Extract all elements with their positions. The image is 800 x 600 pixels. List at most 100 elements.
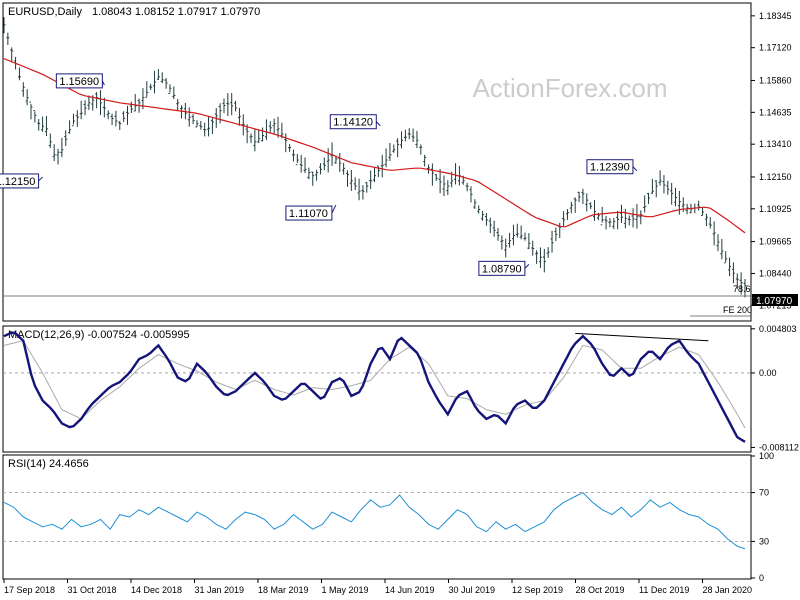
price-bar [550,230,554,253]
price-bar [126,105,129,125]
price-bar [129,101,133,113]
macd-divergence-line [575,332,709,342]
price-bar [307,167,311,180]
macd-tick-label: 0.004803 [759,324,797,334]
price-annotation: 1.12390 [586,159,638,175]
price-tick-label: 1.14635 [759,107,792,117]
price-bar [623,208,627,229]
price-bar [608,218,612,228]
price-bar [724,251,728,264]
price-bar [735,273,739,290]
price-bar [380,154,384,178]
ma-line [3,58,746,234]
x-tick-label: 17 Sep 2018 [4,585,55,595]
price-bar [21,82,25,97]
price-bar [411,128,415,143]
price-bar [419,144,423,155]
price-bar [573,197,577,213]
price-bar [527,233,531,250]
x-tick-label: 18 Mar 2019 [258,585,309,595]
macd-title: MACD(12,26,9) -0.007524 -0.005995 [8,329,190,341]
price-bar [538,247,542,268]
price-annotation: 1.11070 [285,204,337,221]
price-bar [546,247,550,258]
price-bar [288,144,292,152]
price-bar [430,163,434,186]
x-tick-label: 28 Oct 2019 [576,585,625,595]
price-bar [473,199,477,209]
price-bar [10,47,14,63]
price-bar [627,215,631,226]
price-bar [160,72,164,84]
price-bar [37,119,41,131]
macd-y-ticks: 0.004803 0.00 -0.008112 [751,324,799,452]
price-bar [145,81,149,98]
price-bar [172,86,176,100]
price-bar [670,182,674,205]
price-bar [257,129,261,144]
price-bar [234,100,238,112]
price-bar [230,93,234,116]
price-bar [345,170,349,187]
price-bar [153,70,157,94]
price-bar [164,78,168,89]
price-bar [508,232,512,248]
price-bar [122,111,126,122]
price-tick-label: 1.08440 [759,268,792,278]
rsi-line [3,491,746,550]
price-bar [149,83,153,91]
price-bar [365,182,369,193]
price-bar [708,217,712,229]
price-bar [438,168,442,194]
price-bar [407,128,411,140]
price-bar [361,185,365,200]
rsi-pane [2,454,752,580]
price-bar [739,272,743,295]
price-bar [114,110,118,127]
price-bar [701,207,705,217]
price-bar [326,148,330,173]
rsi-y-ticks: 100 70 30 0 [751,451,774,583]
price-bar [241,114,245,136]
price-bar [133,94,137,112]
price-bar [666,180,670,195]
price-bar [585,193,589,212]
price-bar [71,113,75,127]
rsi-title: RSI(14) 24.4656 [8,458,89,470]
fe-200-label: FE 200 [723,305,752,315]
price-annotation-label: 1.08790 [482,263,522,275]
price-bar [199,120,203,130]
price-bar [531,240,535,256]
price-bar [60,137,64,158]
price-bar [44,115,48,137]
rsi-tick-label: 0 [759,573,764,583]
price-bar [276,116,280,138]
price-bar [442,175,446,197]
price-bar [342,162,346,175]
price-bar [303,157,307,174]
price-bar [704,213,708,227]
price-bar [222,98,226,114]
price-bar [56,148,60,165]
price-bar [728,257,732,277]
price-bar [75,110,79,127]
price-bar [569,201,573,214]
price-bar [620,204,623,224]
price-annotation: 1.15690 [55,73,105,89]
price-bar [743,278,747,298]
rsi-tick-label: 70 [759,488,769,498]
price-bar [469,186,473,203]
price-bar [612,217,616,230]
price-bar [658,170,662,186]
price-bar [299,154,303,173]
price-bar [6,32,10,46]
price-bar [373,166,376,183]
price-bar [654,180,658,198]
price-bar [643,195,647,213]
price-bar [662,175,666,194]
price-bar [349,170,353,191]
price-annotation-label: 1.12390 [590,162,630,174]
price-bar [515,223,519,238]
price-bar [318,163,322,175]
macd-main-line [3,331,746,443]
